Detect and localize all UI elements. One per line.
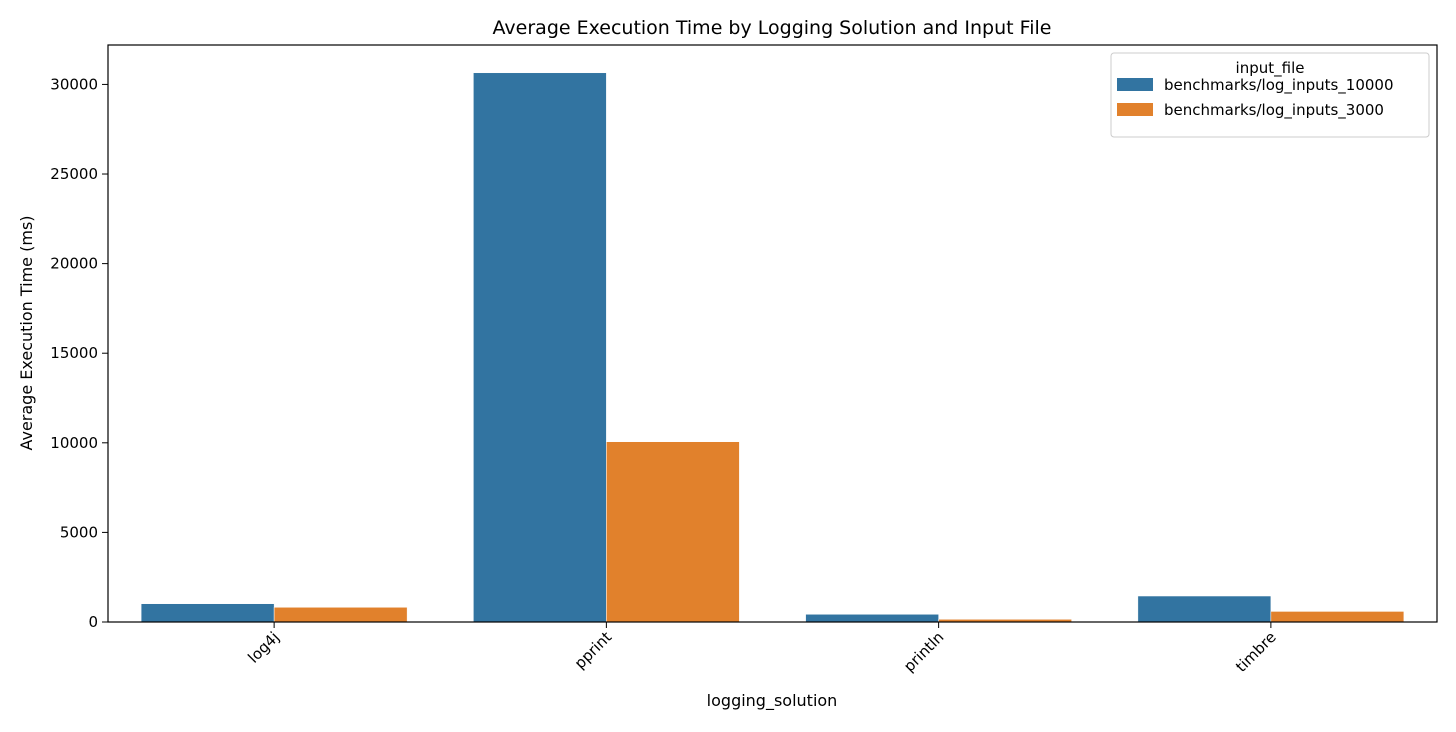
legend: input_file benchmarks/log_inputs_10000be… bbox=[1110, 52, 1430, 138]
legend-title: input_file bbox=[1236, 59, 1305, 78]
chart-title: Average Execution Time by Logging Soluti… bbox=[493, 17, 1052, 39]
y-tick-label: 10000 bbox=[50, 434, 98, 452]
bar-pprint-series-0 bbox=[473, 72, 607, 623]
x-tick-label-log4j: log4j bbox=[244, 628, 283, 667]
y-tick-label: 5000 bbox=[60, 523, 98, 541]
legend-swatch-0 bbox=[1117, 78, 1153, 91]
bar-timbre-series-0 bbox=[1137, 595, 1272, 623]
x-axis: log4j pprint println timbre bbox=[244, 622, 1280, 676]
y-tick-label: 30000 bbox=[50, 75, 98, 93]
x-tick-label-timbre: timbre bbox=[1232, 628, 1280, 676]
legend-swatch-1 bbox=[1117, 103, 1153, 116]
x-tick-label-pprint: pprint bbox=[571, 628, 615, 672]
y-tick-label: 20000 bbox=[50, 255, 98, 273]
x-axis-label: logging_solution bbox=[707, 691, 838, 711]
bars-layer bbox=[140, 72, 1405, 623]
bar-log4j-series-0 bbox=[140, 603, 275, 623]
bar-log4j-series-1 bbox=[273, 607, 408, 623]
y-axis-label: Average Execution Time (ms) bbox=[17, 215, 36, 450]
y-tick-label: 0 bbox=[88, 613, 98, 631]
y-tick-label: 15000 bbox=[50, 344, 98, 362]
plot-frame bbox=[107, 44, 1438, 623]
legend-box bbox=[1110, 52, 1430, 138]
legend-label-1: benchmarks/log_inputs_3000 bbox=[1164, 101, 1384, 120]
bar-timbre-series-1 bbox=[1270, 611, 1405, 623]
y-axis: 0 5000 10000 15000 20000 25000 30000 bbox=[50, 75, 108, 631]
bar-pprint-series-1 bbox=[606, 441, 740, 623]
legend-label-0: benchmarks/log_inputs_10000 bbox=[1164, 76, 1394, 95]
y-tick-label: 25000 bbox=[50, 165, 98, 183]
bar-println-series-0 bbox=[805, 614, 939, 623]
x-tick-label-println: println bbox=[900, 628, 947, 675]
